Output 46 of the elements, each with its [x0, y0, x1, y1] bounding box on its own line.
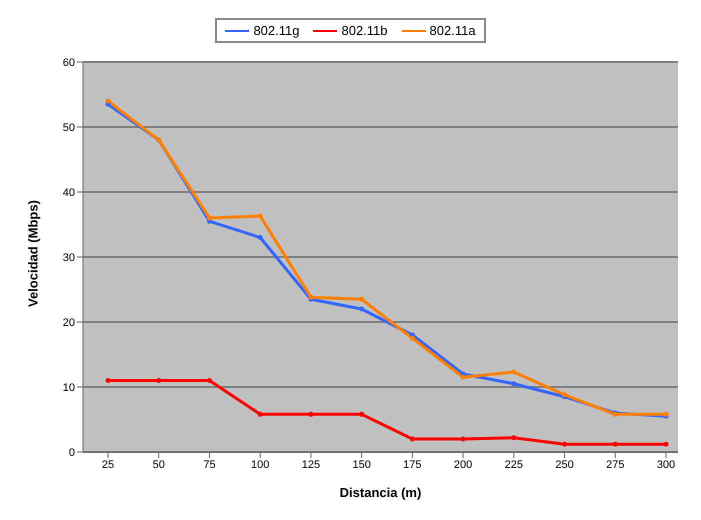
point — [258, 235, 263, 240]
y-tick-label: 50 — [62, 122, 75, 134]
y-tick-label: 0 — [68, 446, 75, 459]
legend-label: 802.11a — [430, 23, 476, 38]
x-tick-label: 225 — [504, 458, 523, 471]
x-tick-label: 75 — [203, 458, 216, 471]
x-tick-label: 150 — [352, 458, 371, 471]
legend-label: 802.11g — [253, 23, 300, 38]
x-tick-label: 200 — [454, 458, 472, 471]
point — [511, 370, 516, 375]
point — [612, 442, 618, 447]
point — [410, 336, 415, 341]
point — [258, 214, 263, 219]
x-tick-label: 175 — [403, 458, 422, 471]
x-axis-title: Distancia (m) — [340, 485, 422, 500]
x-tick-label: 25 — [102, 458, 114, 471]
x-tick-label: 125 — [302, 458, 320, 471]
point — [511, 381, 516, 386]
point — [410, 436, 415, 442]
point — [106, 98, 110, 104]
point — [359, 306, 364, 312]
y-tick-label: 40 — [62, 186, 75, 199]
point — [359, 296, 364, 302]
x-tick-label: 250 — [555, 458, 574, 471]
y-tick-label: 30 — [62, 252, 75, 264]
legend-label: 802.11b — [341, 23, 388, 38]
y-tick-label: 60 — [62, 56, 75, 69]
point — [308, 412, 314, 417]
point — [511, 435, 516, 440]
y-tick-label: 10 — [62, 382, 75, 394]
x-tick-label: 275 — [606, 458, 624, 471]
point — [206, 378, 212, 383]
point — [156, 378, 162, 383]
point — [562, 442, 568, 447]
y-tick-label: 20 — [62, 316, 75, 329]
x-tick-label: 100 — [251, 458, 270, 471]
point — [460, 374, 466, 380]
y-axis-title: Velocidad (Mbps) — [26, 200, 41, 307]
point — [258, 412, 263, 417]
point — [106, 378, 110, 383]
x-tick-label: 300 — [656, 458, 676, 471]
point — [359, 412, 364, 417]
point — [206, 216, 212, 220]
x-tick-label: 50 — [152, 458, 165, 471]
point — [460, 436, 466, 442]
point — [664, 442, 668, 447]
